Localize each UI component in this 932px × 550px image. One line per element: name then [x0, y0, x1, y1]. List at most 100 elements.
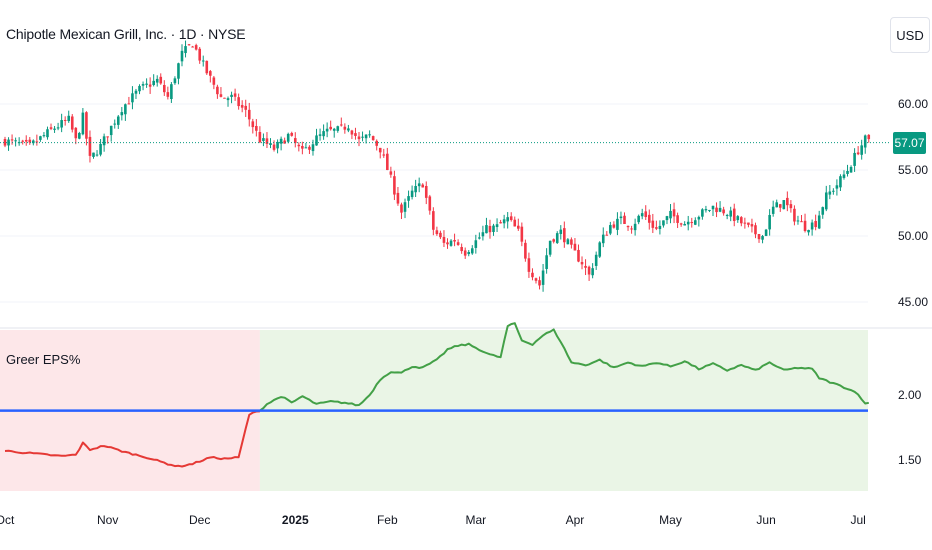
candle-body — [849, 166, 853, 173]
candle-body — [775, 202, 779, 208]
candle-body — [350, 130, 354, 135]
candle-body — [173, 78, 177, 84]
candle-body — [325, 128, 329, 132]
candle-body — [860, 145, 863, 155]
candle-body — [531, 272, 534, 278]
candle-body — [460, 247, 463, 252]
candle-body — [35, 141, 39, 143]
candle-body — [371, 136, 375, 141]
candle-body — [403, 202, 407, 212]
candle-body — [626, 225, 630, 228]
candle-body — [357, 136, 361, 140]
candle-body — [290, 132, 294, 136]
candle-body — [148, 84, 152, 87]
candle-body — [694, 220, 697, 225]
candle-body — [672, 209, 676, 217]
candle-body — [527, 258, 531, 272]
candle-body — [856, 152, 860, 155]
candle-body — [793, 208, 796, 222]
candle-body — [407, 196, 410, 201]
candle-body — [17, 142, 21, 144]
candle-body — [598, 242, 602, 257]
candle-body — [265, 138, 269, 144]
candle-body — [336, 126, 340, 131]
candle-body — [832, 190, 835, 192]
candle-body — [177, 63, 180, 79]
candle-body — [396, 192, 400, 204]
candle-body — [658, 225, 662, 230]
candle-body — [524, 242, 527, 259]
candle-body — [258, 131, 262, 143]
candle-body — [276, 141, 279, 149]
candle-body — [640, 213, 644, 217]
candle-body — [191, 46, 194, 48]
candle-body — [633, 223, 637, 231]
candle-body — [778, 204, 782, 208]
candle-body — [109, 125, 113, 136]
candle-body — [449, 240, 453, 246]
candle-body — [612, 224, 616, 228]
candle-body — [212, 77, 216, 85]
candle-body — [718, 207, 722, 212]
candle-body — [647, 214, 651, 223]
candle-body — [237, 97, 240, 107]
candle-body — [361, 136, 364, 138]
candle-body — [81, 112, 85, 135]
candle-body — [725, 214, 729, 216]
candle-body — [116, 116, 120, 125]
candle-body — [651, 220, 655, 228]
candle-body — [421, 184, 425, 188]
candle-body — [92, 152, 95, 157]
time-axis-label: Jun — [756, 513, 775, 527]
candle-body — [456, 242, 460, 245]
candle-body — [492, 225, 495, 232]
candle-body — [180, 50, 184, 62]
candle-body — [623, 215, 626, 224]
candle-body — [293, 138, 297, 144]
candle-body — [757, 233, 761, 240]
candle-body — [70, 116, 74, 130]
candle-body — [60, 120, 63, 128]
candle-body — [375, 140, 378, 146]
candle-body — [170, 84, 173, 100]
candle-body — [364, 134, 368, 139]
candle-body — [467, 252, 471, 255]
currency-button[interactable]: USD — [890, 17, 930, 53]
candle-body — [513, 219, 517, 227]
candle-body — [637, 215, 640, 223]
candle-body — [555, 233, 559, 243]
candle-body — [591, 268, 594, 276]
time-axis-label: Nov — [97, 513, 118, 527]
candle-body — [495, 224, 499, 228]
indicator-axis-label: 1.50 — [898, 453, 922, 467]
time-axis-label: Mar — [465, 513, 486, 527]
candle-body — [283, 140, 286, 144]
candle-body — [7, 139, 10, 146]
candle-body — [332, 128, 336, 131]
candle-body — [796, 220, 800, 222]
candle-body — [736, 216, 740, 221]
candle-body — [782, 200, 786, 210]
candle-body — [708, 209, 711, 211]
candle-body — [279, 138, 283, 144]
candle-body — [481, 232, 485, 237]
indicator-axis-label: 2.00 — [898, 388, 922, 402]
candle-body — [329, 126, 332, 130]
candle-body — [155, 78, 159, 83]
candle-body — [601, 234, 605, 244]
candle-body — [552, 239, 555, 242]
candle-body — [166, 92, 170, 97]
candle-body — [534, 278, 538, 281]
candle-body — [141, 84, 145, 86]
candle-body — [747, 222, 750, 225]
candle-body — [386, 153, 389, 171]
candle-body — [311, 144, 315, 152]
candle-body — [102, 136, 106, 146]
candle-body — [56, 127, 60, 129]
candle-body — [754, 225, 757, 235]
candle-body — [711, 205, 715, 210]
candle-body — [786, 197, 789, 206]
candle-body — [10, 139, 14, 141]
candle-body — [566, 239, 570, 245]
